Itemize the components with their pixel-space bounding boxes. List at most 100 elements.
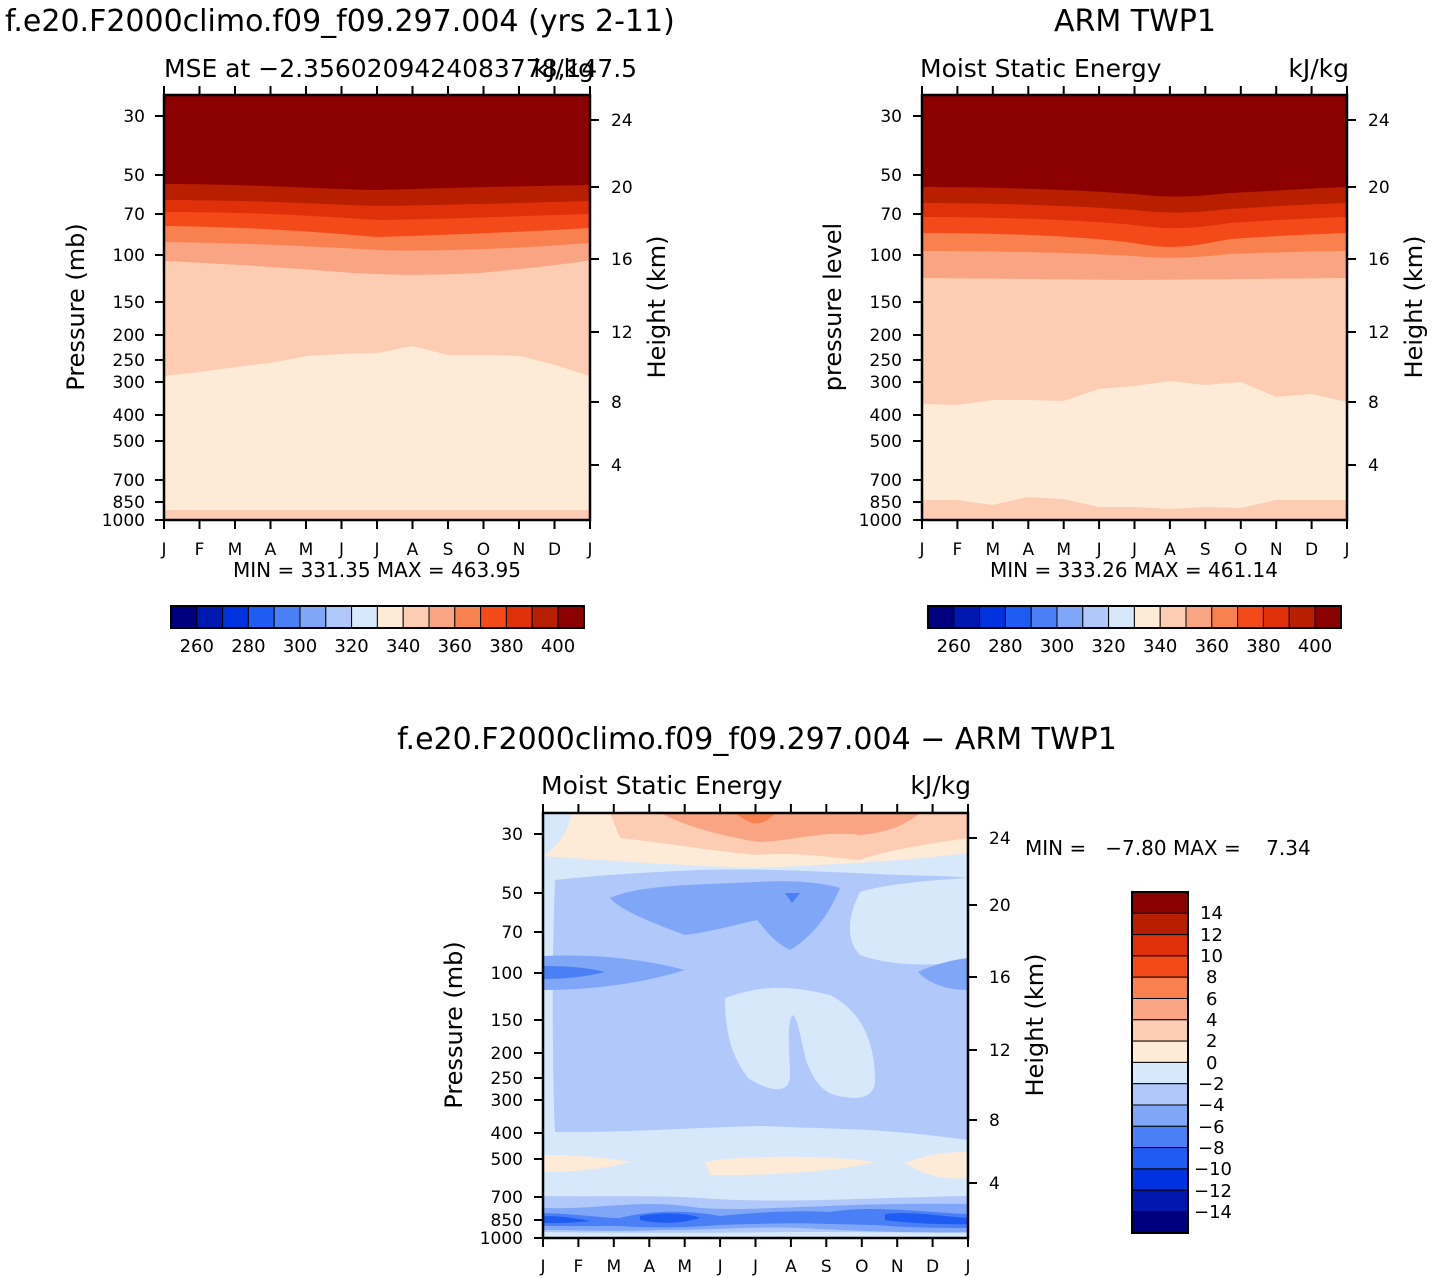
y2-axis-label: Height (km) (1021, 954, 1049, 1097)
contour-band-minus-6-to-minus-4-100mb-left (543, 955, 685, 990)
month-tick-label: S (443, 540, 454, 560)
pressure-tick-label: 200 (113, 326, 145, 346)
colorbar-label: 320 (334, 636, 368, 657)
pressure-tick-label: 150 (113, 293, 145, 313)
pressure-tick-label: 150 (870, 293, 902, 313)
colorbar-swatch (1108, 605, 1135, 629)
colorbar-label: 300 (283, 636, 317, 657)
month-tick-label: M (606, 1257, 621, 1277)
month-tick-label: A (1164, 540, 1176, 560)
month-tick-label: N (513, 540, 526, 560)
y-axis-label: Pressure (mb) (62, 223, 90, 390)
pressure-tick-label: 500 (491, 1150, 523, 1170)
colorbar-swatch (480, 605, 507, 629)
pressure-tick-label: 70 (123, 205, 145, 225)
contour-band-minus-8-to-minus-6-lower (543, 1208, 968, 1228)
colorbar-label: −10 (1194, 1159, 1232, 1180)
colorbar-swatch (1131, 1083, 1189, 1106)
month-tick-label: D (548, 540, 561, 560)
colorbar-swatch (1131, 1147, 1189, 1170)
height-axis: 24 20 16 12 8 4 Height (km) (590, 111, 671, 476)
colorbar-swatch (1131, 1061, 1189, 1085)
pressure-tick-label: 1000 (102, 511, 145, 531)
colorbar-swatch (222, 605, 249, 629)
pressure-tick-label: 400 (113, 406, 145, 426)
colorbar-swatch (1131, 1019, 1189, 1042)
pressure-tick-label: 700 (870, 471, 902, 491)
panel-title: f.e20.F2000climo.f09_f09.297.004 − ARM T… (397, 722, 1117, 757)
pressure-tick-label: 100 (491, 964, 523, 984)
colorbar-label: −12 (1194, 1181, 1232, 1202)
min-max-stats: MIN = 331.35 MAX = 463.95 (233, 558, 521, 582)
colorbar-swatch (1030, 605, 1058, 629)
min-max-stats: MIN = −7.80 MAX = 7.34 (1025, 836, 1311, 860)
contour-band-minus-8-to-minus-6-100mb-left (543, 966, 605, 979)
pressure-tick-label: 30 (501, 825, 523, 845)
pressure-tick-label: 700 (113, 471, 145, 491)
month-tick-label: D (1305, 540, 1318, 560)
height-tick-label: 16 (1368, 250, 1390, 270)
colorbar-swatch (1237, 605, 1264, 629)
contour-band-330 (164, 346, 590, 520)
month-tick-label: J (586, 540, 592, 560)
contour-band-minus-2-to-0-right-upper (849, 878, 968, 965)
height-tick-label: 16 (611, 250, 633, 270)
colorbar-label: 360 (1195, 636, 1229, 657)
panel-left-label: Moist Static Energy (920, 54, 1162, 83)
contour-band-minus-2-to-0-surface (543, 1232, 968, 1238)
panel-obs: ARM TWP1 Moist Static Energy kJ/kg (819, 4, 1428, 657)
colorbar-label: 400 (1298, 636, 1332, 657)
contour-band-330 (922, 381, 1347, 520)
colorbar-swatch (531, 605, 559, 629)
colorbar-swatch (402, 605, 430, 629)
pressure-tick-label: 850 (113, 493, 145, 513)
pressure-tick-label: 300 (870, 373, 902, 393)
colorbar-swatch (1159, 605, 1187, 629)
month-tick-label: O (477, 540, 490, 560)
pressure-tick-label: 50 (123, 166, 145, 186)
y2-axis-label: Height (km) (1400, 236, 1428, 379)
height-tick-label: 24 (989, 829, 1011, 849)
colorbar-label: 360 (438, 636, 472, 657)
height-tick-label: 24 (1368, 111, 1390, 131)
height-tick-label: 16 (989, 968, 1011, 988)
height-tick-label: 20 (611, 178, 633, 198)
colorbar-swatch (428, 605, 456, 629)
panel-left-label: Moist Static Energy (541, 771, 783, 800)
month-tick-label: J (717, 1257, 723, 1277)
panel-units-label: kJ/kg (1288, 54, 1349, 83)
colorbar-vertical: 14 12 10 8 6 4 2 0 −2 −4 −6 −8 −10 −12 −… (1131, 891, 1232, 1234)
contour-band-minus-8-to-minus-6-upper (785, 893, 800, 903)
month-tick-label: J (373, 540, 379, 560)
month-tick-label: F (953, 540, 963, 560)
colorbar-label: 10 (1200, 946, 1223, 967)
colorbar-swatch (299, 605, 327, 629)
colorbar-swatch (1131, 998, 1189, 1021)
month-tick-label: S (821, 1257, 832, 1277)
contour-band-positive-cell (675, 813, 700, 819)
contour-band-6-to-8 (735, 813, 775, 824)
month-axis: J F M A M J J A S O N D J (539, 804, 971, 1277)
colorbar-swatch (454, 605, 482, 629)
contour-band-minus-10-to-minus-8-lower (543, 1216, 590, 1223)
month-tick-label: F (195, 540, 205, 560)
colorbar-label: −14 (1194, 1202, 1232, 1223)
pressure-tick-label: 400 (491, 1124, 523, 1144)
height-tick-label: 4 (989, 1174, 1000, 1194)
contour-band-minus-6-to-minus-4-100mb-right (918, 958, 968, 990)
height-axis: 24 20 16 12 8 4 Height (km) (1347, 111, 1428, 476)
contour-band-minus-6-to-minus-4-upper (610, 881, 840, 950)
pressure-tick-label: 500 (870, 432, 902, 452)
colorbar-swatch (1185, 605, 1213, 629)
min-max-stats: MIN = 333.26 MAX = 461.14 (990, 558, 1278, 582)
colorbar-swatch (1131, 891, 1189, 914)
colorbar-label: 0 (1206, 1053, 1217, 1074)
contour-band-surface (922, 497, 1347, 520)
colorbar-swatch (1314, 605, 1342, 629)
colorbar-swatch (1004, 605, 1032, 629)
pressure-axis: 30 50 70 100 150 200 250 300 400 500 700… (62, 107, 164, 531)
month-tick-label: M (299, 540, 314, 560)
contour-band-0-to-2-550mb-left (543, 1155, 630, 1172)
colorbar-swatch (1131, 1189, 1189, 1212)
y2-axis-label: Height (km) (643, 236, 671, 379)
